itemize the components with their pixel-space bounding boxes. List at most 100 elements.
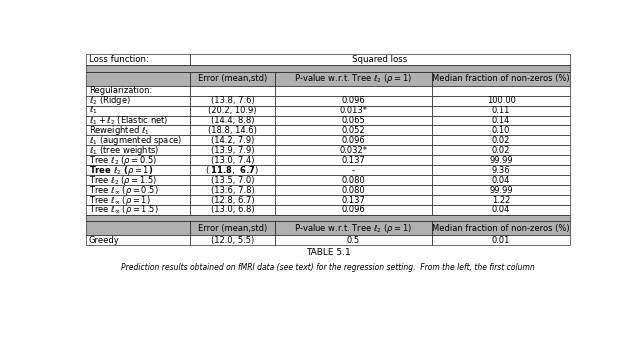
Bar [432,221,570,235]
Bar [432,135,570,145]
Text: (12.0, 5.5): (12.0, 5.5) [211,236,254,245]
Bar [275,185,432,195]
Bar [275,165,432,175]
Text: (18.8, 14.6): (18.8, 14.6) [208,126,257,135]
Text: $\ell_1$ (tree weights): $\ell_1$ (tree weights) [89,144,159,157]
Text: (13.5, 7.0): (13.5, 7.0) [211,176,254,185]
Bar [275,95,432,106]
Bar [86,195,190,205]
Bar [86,205,190,215]
Bar [432,235,570,245]
Text: 0.096: 0.096 [342,206,365,215]
Text: 0.096: 0.096 [342,96,365,105]
Text: Squared loss: Squared loss [353,55,408,64]
Bar [190,165,275,175]
Text: (13.6, 7.8): (13.6, 7.8) [211,185,254,194]
Text: Prediction results obtained on fMRI data (see text) for the regression setting. : Prediction results obtained on fMRI data… [121,263,535,272]
Text: 100.00: 100.00 [486,96,515,105]
Bar [86,185,190,195]
Bar [190,221,275,235]
Bar [86,72,190,86]
Text: Tree $\ell_2$ ($\rho = 1.5$): Tree $\ell_2$ ($\rho = 1.5$) [89,174,157,186]
Bar [86,215,570,221]
Bar [275,221,432,235]
Bar [86,65,570,72]
Text: 0.02: 0.02 [492,146,510,155]
Text: 0.080: 0.080 [342,185,365,194]
Text: Regularization:: Regularization: [89,86,152,95]
Text: 0.080: 0.080 [342,176,365,185]
Bar [190,155,275,165]
Text: Tree $\ell_2$ ($\rho = 0.5$): Tree $\ell_2$ ($\rho = 0.5$) [89,154,157,167]
Text: P-value w.r.t. Tree $\ell_2$ ($\rho = 1$): P-value w.r.t. Tree $\ell_2$ ($\rho = 1$… [294,72,413,85]
Bar [190,72,275,86]
Bar [432,116,570,126]
Text: 0.137: 0.137 [342,195,365,204]
Text: -: - [352,166,355,175]
Text: 1.22: 1.22 [492,195,510,204]
Bar [275,106,432,116]
Text: 0.01: 0.01 [492,236,510,245]
Text: Tree $\ell_{\infty}$ ($\rho = 1.5$): Tree $\ell_{\infty}$ ($\rho = 1.5$) [89,203,159,217]
Bar [86,155,190,165]
Text: 0.02: 0.02 [492,136,510,145]
Bar [190,95,275,106]
Bar [86,126,190,135]
Text: Error (mean,std): Error (mean,std) [198,224,267,233]
Text: TABLE 5.1: TABLE 5.1 [306,248,350,257]
Bar [432,126,570,135]
Text: 0.04: 0.04 [492,176,510,185]
Text: Median fraction of non-zeros (%): Median fraction of non-zeros (%) [432,74,570,83]
Bar [86,86,190,95]
Text: 0.032*: 0.032* [339,146,367,155]
Text: (13.0, 6.8): (13.0, 6.8) [211,206,254,215]
Text: (14.2, 7.9): (14.2, 7.9) [211,136,254,145]
Bar [190,205,275,215]
Bar [432,155,570,165]
Bar [190,106,275,116]
Text: $\ell_2$ (Ridge): $\ell_2$ (Ridge) [89,94,131,107]
Text: Median fraction of non-zeros (%): Median fraction of non-zeros (%) [432,224,570,233]
Bar [190,185,275,195]
Bar [190,54,570,65]
Text: Loss function:: Loss function: [89,55,149,64]
Text: $\ell_1$: $\ell_1$ [89,105,98,116]
Text: 0.052: 0.052 [342,126,365,135]
Text: Greedy: Greedy [89,236,120,245]
Bar [190,145,275,155]
Text: Tree $\ell_2$ ($\rho = 1$): Tree $\ell_2$ ($\rho = 1$) [89,164,154,177]
Bar [86,175,190,185]
Bar [432,195,570,205]
Bar [190,235,275,245]
Text: Reweighted $\ell_1$: Reweighted $\ell_1$ [89,124,150,137]
Text: (13.0, 7.4): (13.0, 7.4) [211,156,254,165]
Bar [432,175,570,185]
Text: (14.4, 8.8): (14.4, 8.8) [211,116,254,125]
Text: 0.137: 0.137 [342,156,365,165]
Bar [275,86,432,95]
Text: 0.096: 0.096 [342,136,365,145]
Text: $\ell_1$ (augmented space): $\ell_1$ (augmented space) [89,134,182,147]
Bar [275,235,432,245]
Bar [432,106,570,116]
Bar [275,145,432,155]
Bar [190,86,275,95]
Text: Tree $\ell_{\infty}$ ($\rho = 1$): Tree $\ell_{\infty}$ ($\rho = 1$) [89,193,150,207]
Bar [190,175,275,185]
Bar [86,235,190,245]
Bar [190,116,275,126]
Bar [432,86,570,95]
Text: Error (mean,std): Error (mean,std) [198,74,267,83]
Bar [190,126,275,135]
Bar [86,106,190,116]
Text: 0.065: 0.065 [342,116,365,125]
Text: ( $\mathbf{11.8}$,  $\mathbf{6.7}$): ( $\mathbf{11.8}$, $\mathbf{6.7}$) [205,164,259,176]
Bar [432,205,570,215]
Text: 99.99: 99.99 [489,156,513,165]
Text: 0.013*: 0.013* [339,106,367,115]
Text: 0.5: 0.5 [347,236,360,245]
Bar [86,116,190,126]
Bar [275,205,432,215]
Text: P-value w.r.t. Tree $\ell_2$ ($\rho = 1$): P-value w.r.t. Tree $\ell_2$ ($\rho = 1$… [294,222,413,235]
Text: 99.99: 99.99 [489,185,513,194]
